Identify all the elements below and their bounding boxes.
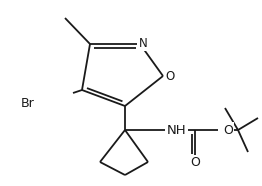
Text: Br: Br <box>21 97 35 110</box>
Text: O: O <box>190 156 200 169</box>
Text: N: N <box>166 123 175 135</box>
Text: H: H <box>172 124 180 134</box>
Text: O: O <box>165 70 175 83</box>
Text: O: O <box>223 124 233 137</box>
Text: NH: NH <box>167 124 187 137</box>
Text: N: N <box>139 36 148 49</box>
